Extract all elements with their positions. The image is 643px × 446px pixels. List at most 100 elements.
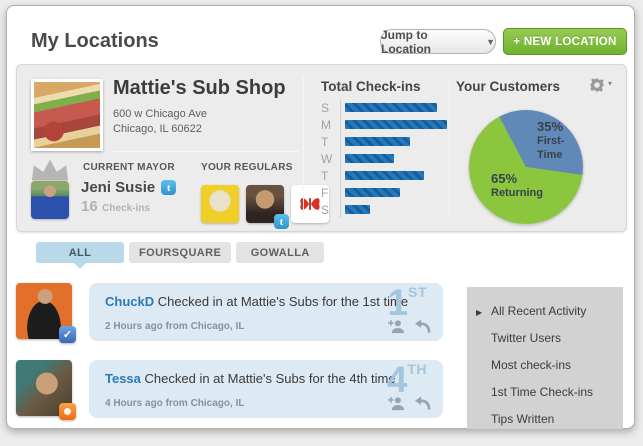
day-label: T	[321, 134, 329, 149]
menu-item-label: All Recent Activity	[491, 304, 587, 318]
app-window: My Locations Jump to Location ▼ + NEW LO…	[6, 5, 635, 429]
bar	[345, 137, 410, 146]
crown-icon	[29, 157, 71, 188]
menu-item-label: Twitter Users	[491, 331, 562, 345]
location-name: Mattie's Sub Shop	[113, 77, 286, 99]
location-address: 600 w Chicago Ave Chicago, IL 60622	[113, 107, 207, 137]
checkin-message: Checked in at Mattie's Subs for the 1st …	[157, 294, 409, 309]
twitter-icon[interactable]: t	[161, 180, 177, 195]
day-label: M	[321, 117, 331, 132]
pie-label-first-time: 35% First-Time	[537, 120, 583, 162]
active-item-arrow-icon: ▶	[476, 308, 483, 317]
regular-avatar-2[interactable]: t	[246, 185, 289, 229]
divider	[449, 77, 450, 219]
menu-item-label: Most check-ins	[491, 358, 572, 372]
network-filter-tabs: ALL FOURSQUARE GOWALLA	[36, 242, 325, 269]
checkin-message: Checked in at Mattie's Subs for the 4th …	[144, 371, 396, 386]
tab-all[interactable]: ALL	[36, 242, 124, 269]
bar-row: S	[321, 99, 447, 116]
chevron-down-icon: ▼	[486, 36, 495, 47]
bar-row: S	[321, 201, 447, 218]
page-title: My Locations	[31, 30, 159, 52]
menu-item-label: 1st Time Check-ins	[491, 385, 594, 399]
settings-menu-button[interactable]: ▾	[588, 77, 612, 93]
pie	[469, 110, 583, 224]
bar-row: W	[321, 150, 447, 167]
bar	[345, 205, 370, 214]
checkin-timestamp: 2 Hours ago from Chicago, IL	[105, 321, 245, 332]
ordinal-suffix: TH	[407, 361, 427, 377]
day-label: F	[321, 185, 329, 200]
checkin-ordinal-badge: 1ST	[388, 284, 427, 322]
mayor-name[interactable]: Jeni Susie	[81, 179, 156, 196]
feed-item: ✓ ChuckD Checked in at Mattie's Subs for…	[16, 283, 443, 343]
current-mayor-label: CURRENT MAYOR	[83, 162, 175, 173]
bar	[345, 188, 400, 197]
checkin-timestamp: 4 Hours ago from Chicago, IL	[105, 398, 245, 409]
bar-chart-title: Total Check-ins	[321, 79, 421, 94]
new-location-button[interactable]: + NEW LOCATION	[503, 28, 627, 55]
add-friend-icon[interactable]	[387, 396, 406, 411]
gowalla-icon	[59, 403, 76, 420]
ordinal-number: 1	[387, 282, 409, 323]
user-link[interactable]: ChuckD	[105, 294, 155, 309]
pie-pct: 35%	[537, 119, 564, 134]
day-label: W	[321, 151, 333, 166]
ordinal-suffix: ST	[408, 284, 427, 300]
pie-chart-title: Your Customers	[456, 79, 561, 94]
bar-row: T	[321, 167, 447, 184]
chevron-down-icon: ▾	[607, 79, 612, 88]
divider	[113, 151, 299, 152]
bar-row: M	[321, 116, 447, 133]
new-location-label: + NEW LOCATION	[513, 35, 617, 48]
user-link[interactable]: Tessa	[105, 371, 141, 386]
twitter-icon: t	[274, 214, 289, 229]
address-line-1: 600 w Chicago Ave	[113, 108, 207, 120]
mayor-checkins: 16 Check-ins	[81, 198, 150, 216]
menu-item-label: Tips Written	[491, 412, 555, 426]
checkin-card: ChuckD Checked in at Mattie's Subs for t…	[89, 283, 443, 341]
tab-foursquare[interactable]: FOURSQUARE	[129, 242, 232, 263]
menu-item-all-recent-activity[interactable]: ▶ All Recent Activity	[467, 304, 623, 318]
your-regulars-label: YOUR REGULARS	[201, 162, 293, 173]
jump-to-location-label: Jump to Location	[381, 27, 431, 56]
location-summary-card: Mattie's Sub Shop 600 w Chicago Ave Chic…	[16, 64, 627, 232]
pie-slice-label: Returning	[491, 187, 543, 199]
checkins-bar-chart: S M T W T F S	[321, 99, 447, 218]
pie-label-returning: 65% Returning	[491, 172, 543, 200]
activity-filter-menu: ▶ All Recent Activity ▶Twitter Users ▶Mos…	[467, 287, 623, 429]
divider	[303, 77, 304, 219]
checkin-card: Tessa Checked in at Mattie's Subs for th…	[89, 360, 443, 418]
location-photo	[31, 79, 103, 151]
jump-to-location-dropdown[interactable]: Jump to Location ▼	[380, 27, 496, 56]
menu-item-twitter-users[interactable]: ▶Twitter Users	[467, 331, 623, 345]
user-avatar[interactable]	[16, 360, 76, 420]
reply-icon[interactable]	[414, 319, 431, 334]
pie-pct: 65%	[491, 171, 518, 186]
menu-item-tips-written[interactable]: ▶Tips Written	[467, 412, 623, 426]
bar	[345, 120, 447, 129]
mayor-avatar[interactable]	[31, 181, 69, 219]
mayor-checkins-count: 16	[81, 198, 98, 215]
menu-item-most-checkins[interactable]: ▶Most check-ins	[467, 358, 623, 372]
bar	[345, 171, 424, 180]
day-label: S	[321, 100, 330, 115]
bar	[345, 154, 394, 163]
menu-item-1st-time-checkins[interactable]: ▶1st Time Check-ins	[467, 385, 623, 399]
reply-icon[interactable]	[414, 396, 431, 411]
user-avatar[interactable]: ✓	[16, 283, 76, 343]
day-label: S	[321, 202, 330, 217]
tab-gowalla[interactable]: GOWALLA	[236, 242, 325, 263]
mayor-checkins-label: Check-ins	[102, 203, 150, 214]
regular-avatar-1[interactable]	[201, 185, 239, 223]
checkin-ordinal-badge: 4TH	[387, 361, 427, 399]
regular-avatar-3[interactable]	[291, 185, 329, 223]
ordinal-number: 4	[386, 359, 408, 400]
bar-row: T	[321, 133, 447, 150]
address-line-2: Chicago, IL 60622	[113, 123, 202, 135]
foursquare-icon: ✓	[59, 326, 76, 343]
bar	[345, 103, 437, 112]
bar-row: F	[321, 184, 447, 201]
add-friend-icon[interactable]	[387, 319, 406, 334]
gear-icon	[588, 77, 605, 93]
